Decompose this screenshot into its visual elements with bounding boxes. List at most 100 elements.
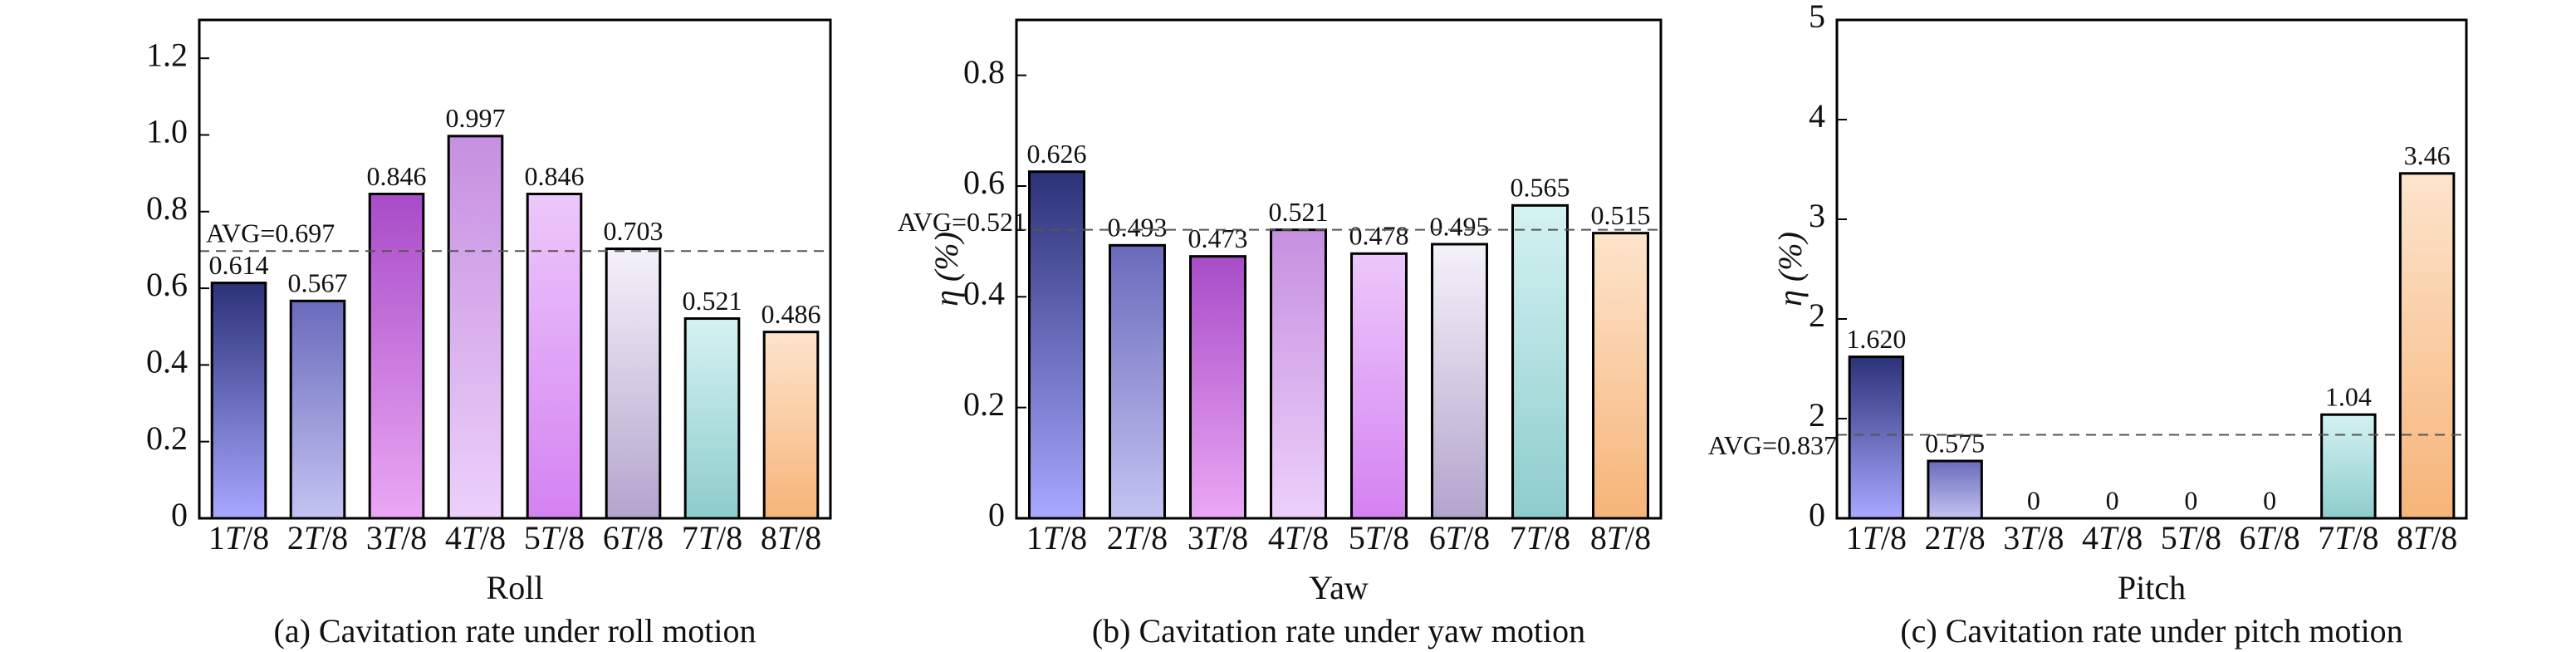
y-tick-label: 0.4 [146, 343, 188, 380]
y-tick-label: 1.0 [146, 113, 188, 150]
value-label: 0.846 [525, 161, 585, 191]
bar [762, 331, 820, 520]
x-tick-label: 1T/8 [1846, 519, 1907, 556]
value-label: 0.567 [288, 268, 348, 298]
x-tick-label: 7T/8 [2318, 519, 2378, 556]
avg-label: AVG=0.521 [898, 207, 1026, 237]
value-label: 0.486 [762, 299, 821, 329]
x-tick-label: 6T/8 [603, 519, 664, 556]
x-tick-label: 6T/8 [2239, 519, 2299, 556]
value-label: 0.626 [1027, 139, 1087, 169]
value-label: 0.521 [683, 286, 742, 316]
y-tick-label: 5 [1809, 0, 1825, 35]
value-label: 0.703 [604, 216, 664, 246]
avg-label: AVG=0.697 [206, 218, 335, 248]
value-label: 0 [2027, 485, 2040, 515]
y-tick-label: 0.6 [963, 164, 1005, 201]
value-label: 0 [2263, 485, 2276, 515]
x-tick-label: 6T/8 [1429, 519, 1490, 556]
x-tick-label: 5T/8 [2161, 519, 2221, 556]
x-tick-label: 4T/8 [2082, 519, 2143, 556]
value-label: 0 [2184, 485, 2197, 515]
value-label: 0.575 [1925, 428, 1985, 458]
y-tick-label: 2 [1809, 396, 1825, 434]
caption: (a) Cavitation rate under roll motion [274, 612, 757, 650]
value-label: 0.565 [1511, 173, 1570, 203]
x-tick-label: 2T/8 [1107, 519, 1168, 556]
x-tick-label: 3T/8 [366, 519, 427, 556]
x-tick-label: 2T/8 [287, 519, 348, 556]
value-label: 1.620 [1846, 324, 1906, 354]
bar [1927, 459, 1983, 520]
x-axis-label: Roll [487, 569, 544, 606]
y-tick-label: 0.8 [963, 53, 1005, 91]
value-label: 0.493 [1108, 213, 1168, 243]
x-axis-label: Pitch [2118, 569, 2186, 606]
axes-frame [1835, 18, 2468, 520]
value-label: 0.997 [446, 103, 506, 133]
bar [2398, 172, 2456, 520]
bar [447, 135, 504, 520]
value-label: 1.04 [2325, 382, 2372, 412]
y-tick-label: 2 [1809, 297, 1825, 334]
y-tick-label: 0 [171, 496, 188, 533]
value-label: 0 [2106, 485, 2119, 515]
y-axis-label: η (%) [928, 232, 965, 306]
bar [1109, 243, 1166, 520]
bar [1511, 203, 1569, 520]
bar [1270, 228, 1327, 520]
bar [210, 282, 267, 520]
y-tick-label: 0 [1809, 496, 1825, 533]
bar [1431, 243, 1488, 520]
x-tick-label: 7T/8 [682, 519, 742, 556]
value-label: 0.473 [1188, 223, 1248, 253]
bar [683, 317, 741, 520]
axes-frame [1015, 18, 1663, 520]
value-label: 0.521 [1269, 197, 1329, 227]
bar [1848, 355, 1905, 520]
value-label: 0.478 [1349, 221, 1409, 251]
bar [2320, 413, 2377, 520]
bar [1350, 252, 1408, 520]
bar [289, 299, 346, 520]
y-tick-label: 4 [1809, 97, 1825, 135]
x-tick-label: 4T/8 [1268, 519, 1329, 556]
x-tick-label: 2T/8 [1924, 519, 1985, 556]
axes-frame [198, 18, 832, 520]
y-tick-label: 0.2 [963, 385, 1005, 423]
x-axis-label: Yaw [1309, 569, 1369, 606]
x-tick-label: 8T/8 [1590, 519, 1651, 556]
bar [1592, 232, 1649, 520]
x-tick-label: 7T/8 [1510, 519, 1570, 556]
y-tick-label: 0.8 [146, 189, 188, 227]
caption: (b) Cavitation rate under yaw motion [1092, 612, 1585, 650]
x-tick-label: 8T/8 [2397, 519, 2457, 556]
y-tick-label: 0.4 [963, 275, 1005, 312]
avg-label: AVG=0.837 [1708, 430, 1837, 460]
value-label: 0.614 [209, 250, 269, 280]
x-tick-label: 3T/8 [2003, 519, 2064, 556]
x-tick-label: 5T/8 [1349, 519, 1409, 556]
bar [368, 193, 425, 520]
y-tick-label: 1.2 [146, 36, 188, 73]
x-tick-label: 4T/8 [445, 519, 506, 556]
bar [526, 193, 583, 520]
y-tick-label: 0.2 [146, 419, 188, 457]
x-tick-label: 1T/8 [1026, 519, 1087, 556]
x-tick-label: 8T/8 [761, 519, 821, 556]
x-tick-label: 3T/8 [1188, 519, 1248, 556]
y-tick-label: 0 [988, 496, 1005, 533]
bar [1028, 170, 1085, 520]
y-tick-label: 0.6 [146, 266, 188, 303]
x-tick-label: 1T/8 [208, 519, 269, 556]
value-label: 0.495 [1430, 211, 1490, 241]
x-tick-label: 5T/8 [524, 519, 585, 556]
y-axis-label: η (%) [1771, 232, 1809, 306]
caption: (c) Cavitation rate under pitch motion [1900, 612, 2402, 650]
value-label: 3.46 [2404, 140, 2451, 170]
bar [605, 248, 662, 520]
value-label: 0.515 [1591, 200, 1651, 230]
y-tick-label: 3 [1809, 197, 1825, 234]
value-label: 0.846 [367, 161, 427, 191]
